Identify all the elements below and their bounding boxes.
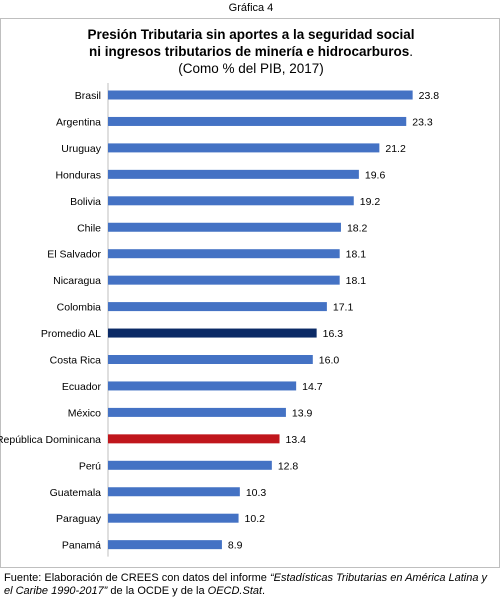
bar-mexico xyxy=(108,407,286,417)
footnote-report-title: “Estadísticas Tributarias en América Lat… xyxy=(4,572,488,597)
bar-guatemala xyxy=(108,487,240,497)
bar-paraguay xyxy=(108,513,239,523)
value-label-paraguay: 10.2 xyxy=(245,513,266,525)
title-line-1: Presión Tributaria sin aportes a la segu… xyxy=(87,27,415,42)
value-label-honduras: 19.6 xyxy=(365,169,386,181)
category-label-argentina: Argentina xyxy=(56,116,101,128)
bar-bolivia xyxy=(108,196,354,206)
category-label-peru: Perú xyxy=(79,460,101,472)
title-line-2-wrap: ni ingresos tributarios de minería e hid… xyxy=(0,43,502,60)
category-label-chile: Chile xyxy=(77,222,101,234)
value-label-chile: 18.2 xyxy=(347,222,368,234)
category-label-bolivia: Bolivia xyxy=(70,196,101,208)
bar-peru xyxy=(108,460,272,470)
bar-chile xyxy=(108,222,341,232)
value-label-guatemala: 10.3 xyxy=(246,487,267,499)
category-label-paraguay: Paraguay xyxy=(56,513,102,525)
category-label-colombia: Colombia xyxy=(57,302,102,314)
value-label-republica-dominicana: 13.4 xyxy=(286,434,307,446)
value-label-promedio-al: 16.3 xyxy=(323,328,344,340)
category-label-mexico: México xyxy=(68,407,101,419)
value-label-el-salvador: 18.1 xyxy=(346,249,367,261)
value-label-uruguay: 21.2 xyxy=(385,143,406,155)
category-label-brasil: Brasil xyxy=(75,90,101,102)
category-label-panama: Panamá xyxy=(62,540,101,552)
bar-promedio-al xyxy=(108,328,317,338)
bar-republica-dominicana xyxy=(108,434,280,444)
value-label-mexico: 13.9 xyxy=(292,407,313,419)
bar-brasil xyxy=(108,90,413,100)
category-label-el-salvador: El Salvador xyxy=(47,249,101,261)
category-label-nicaragua: Nicaragua xyxy=(53,275,101,287)
value-label-peru: 12.8 xyxy=(278,460,299,472)
footnote: Fuente: Elaboración de CREES con datos d… xyxy=(4,572,498,598)
bar-colombia xyxy=(108,302,327,312)
bar-chart: Brasil 23.8 Argentina 23.3 Uruguay 21.2 Hondur… xyxy=(0,83,440,557)
bar-argentina xyxy=(108,116,407,126)
value-label-colombia: 17.1 xyxy=(333,302,354,314)
value-label-ecuador: 14.7 xyxy=(302,381,323,393)
bar-uruguay xyxy=(108,143,380,153)
bar-el-salvador xyxy=(108,249,340,259)
title-line-2: ni ingresos tributarios de minería e hid… xyxy=(88,44,410,59)
category-label-uruguay: Uruguay xyxy=(61,143,101,155)
title-line-2-end: . xyxy=(409,44,414,59)
figure-label: Gráfica 4 xyxy=(228,2,274,14)
category-label-honduras: Honduras xyxy=(55,169,101,181)
category-label-promedio-al: Promedio AL xyxy=(41,328,101,340)
category-label-guatemala: Guatemala xyxy=(50,487,102,499)
bar-honduras xyxy=(108,169,359,179)
footnote-prefix: Fuente: Elaboración de CREES con datos d… xyxy=(4,572,270,584)
category-label-costa-rica: Costa Rica xyxy=(50,355,102,367)
chart-title: Presión Tributaria sin aportes a la segu… xyxy=(0,26,502,77)
footnote-source: OECD.Stat xyxy=(207,585,263,597)
value-label-brasil: 23.8 xyxy=(419,90,440,102)
category-label-ecuador: Ecuador xyxy=(62,381,102,393)
bar-panama xyxy=(108,540,222,550)
bar-ecuador xyxy=(108,381,297,391)
footnote-suffix: . xyxy=(262,585,266,597)
chart-frame xyxy=(0,18,500,568)
footnote-middle: de la OCDE y de la xyxy=(107,585,208,597)
bar-nicaragua xyxy=(108,275,340,285)
value-label-costa-rica: 16.0 xyxy=(319,355,340,367)
value-label-argentina: 23.3 xyxy=(412,116,433,128)
value-label-nicaragua: 18.1 xyxy=(346,275,367,287)
category-label-republica-dominicana: República Dominicana xyxy=(0,434,101,446)
title-line-3: (Como % del PIB, 2017) xyxy=(178,61,324,76)
bar-costa-rica xyxy=(108,355,313,364)
value-label-bolivia: 19.2 xyxy=(360,196,381,208)
value-label-panama: 8.9 xyxy=(228,540,243,552)
